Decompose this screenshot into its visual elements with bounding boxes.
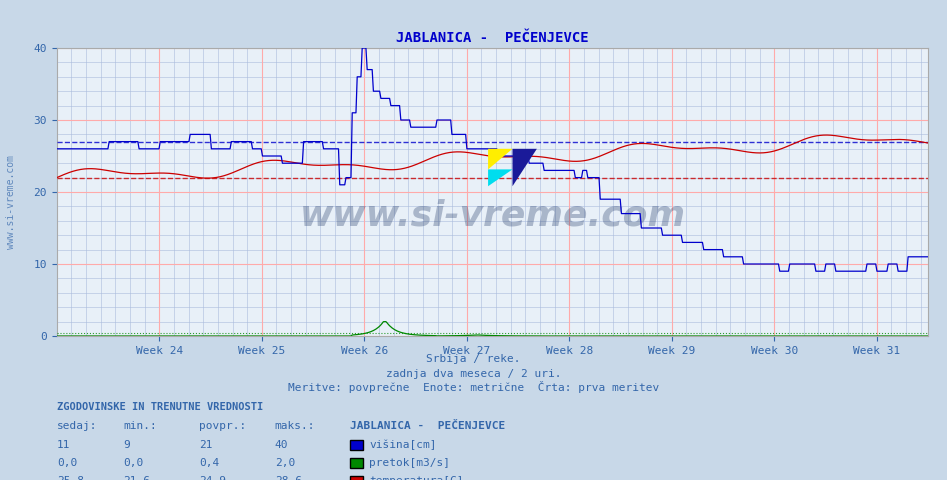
Text: pretok[m3/s]: pretok[m3/s]: [369, 458, 451, 468]
Text: Srbija / reke.: Srbija / reke.: [426, 354, 521, 364]
Polygon shape: [488, 149, 512, 169]
Polygon shape: [512, 149, 537, 186]
Text: 0,0: 0,0: [123, 458, 143, 468]
Text: 0,0: 0,0: [57, 458, 77, 468]
Text: 40: 40: [275, 440, 288, 450]
Text: www.si-vreme.com: www.si-vreme.com: [299, 198, 686, 232]
Text: povpr.:: povpr.:: [199, 420, 246, 431]
Title: JABLANICA -  PEČENJEVCE: JABLANICA - PEČENJEVCE: [396, 32, 589, 46]
Text: maks.:: maks.:: [275, 420, 315, 431]
Text: Meritve: povprečne  Enote: metrične  Črta: prva meritev: Meritve: povprečne Enote: metrične Črta:…: [288, 381, 659, 393]
Text: 28,6: 28,6: [275, 476, 302, 480]
Text: 9: 9: [123, 440, 130, 450]
Text: min.:: min.:: [123, 420, 157, 431]
Text: 2,0: 2,0: [275, 458, 295, 468]
Text: 11: 11: [57, 440, 70, 450]
Text: 21: 21: [199, 440, 212, 450]
Text: 25,8: 25,8: [57, 476, 84, 480]
Text: www.si-vreme.com: www.si-vreme.com: [7, 155, 16, 249]
Text: 0,4: 0,4: [199, 458, 219, 468]
Polygon shape: [488, 169, 512, 186]
Text: zadnja dva meseca / 2 uri.: zadnja dva meseca / 2 uri.: [385, 369, 562, 379]
Text: 21,6: 21,6: [123, 476, 151, 480]
Text: sedaj:: sedaj:: [57, 420, 98, 431]
Text: temperatura[C]: temperatura[C]: [369, 476, 464, 480]
Text: ZGODOVINSKE IN TRENUTNE VREDNOSTI: ZGODOVINSKE IN TRENUTNE VREDNOSTI: [57, 402, 263, 412]
Text: 24,9: 24,9: [199, 476, 226, 480]
Text: JABLANICA -  PEČENJEVCE: JABLANICA - PEČENJEVCE: [350, 420, 506, 431]
Text: višina[cm]: višina[cm]: [369, 439, 437, 450]
